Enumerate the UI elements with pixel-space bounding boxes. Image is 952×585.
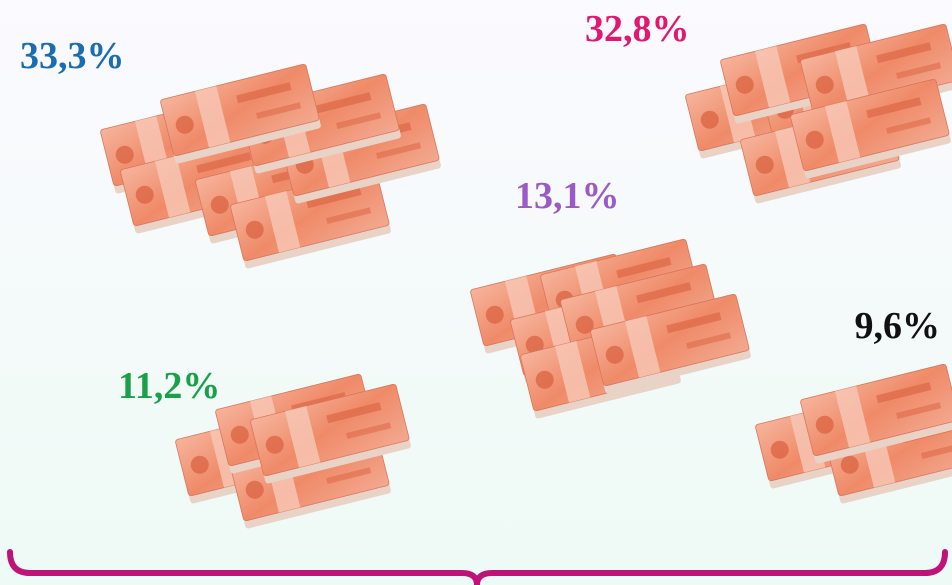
percent-label: 13,1% (515, 175, 620, 217)
percent-label: 33,3% (20, 35, 125, 77)
percent-label: 11,2% (118, 365, 220, 407)
infographic: 33,3% 32,8% 13,1% 9,6% 11,2% (0, 0, 952, 585)
percent-label: 9,6% (855, 305, 941, 347)
percent-label: 32,8% (585, 8, 690, 50)
